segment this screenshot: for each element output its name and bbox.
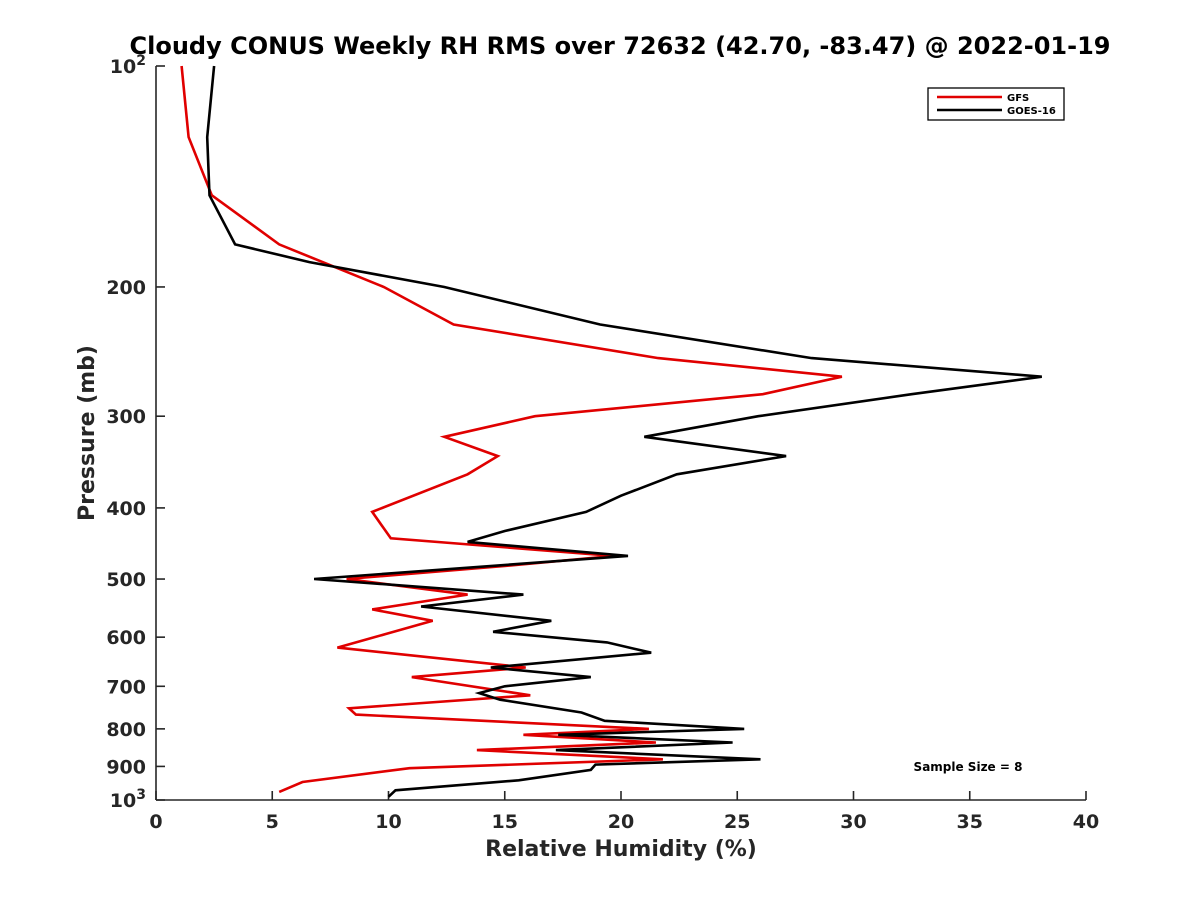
y-axis-title: Pressure (mb) <box>75 345 100 521</box>
y-tick-label: 102 <box>110 53 146 78</box>
y-tick-label-exponent: 3 <box>136 787 146 803</box>
legend: GFS GOES-16 <box>927 87 1065 121</box>
x-tick-label: 40 <box>1073 811 1099 833</box>
y-tick-label-exponent: 2 <box>136 53 146 69</box>
y-tick-label: 200 <box>106 277 146 299</box>
y-tick-label: 500 <box>106 569 146 591</box>
x-tick-label: 30 <box>840 811 866 833</box>
y-tick-label: 600 <box>106 627 146 649</box>
plot-area <box>155 66 1086 801</box>
y-tick-label-base: 10 <box>110 790 136 812</box>
x-tick-label: 25 <box>724 811 750 833</box>
y-tick-label: 103 <box>110 787 146 812</box>
series-line-goes16 <box>205 65 1042 798</box>
y-tick-label: 700 <box>106 676 146 698</box>
x-ticks: 0 5 10 15 20 25 30 35 40 <box>149 791 1099 833</box>
y-tick-label: 900 <box>106 756 146 778</box>
x-axis-title: Relative Humidity (%) <box>485 837 757 862</box>
x-tick-label: 0 <box>149 811 162 833</box>
legend-label-gfs: GFS <box>1007 93 1029 104</box>
x-tick-label: 5 <box>266 811 279 833</box>
sample-size-annotation: Sample Size = 8 <box>914 760 1023 774</box>
series-line-gfs <box>180 65 843 794</box>
series-layer <box>180 65 1042 798</box>
y-tick-label: 300 <box>106 406 146 428</box>
y-tick-label: 400 <box>106 498 146 520</box>
y-tick-label-base: 10 <box>110 56 136 78</box>
x-tick-label: 10 <box>375 811 401 833</box>
y-tick-label: 800 <box>106 719 146 741</box>
chart-title: Cloudy CONUS Weekly RH RMS over 72632 (4… <box>130 32 1111 60</box>
legend-label-goes16: GOES-16 <box>1007 106 1056 117</box>
x-tick-label: 15 <box>492 811 518 833</box>
x-tick-label: 20 <box>608 811 634 833</box>
x-tick-label: 35 <box>957 811 983 833</box>
legend-box <box>927 87 1065 121</box>
